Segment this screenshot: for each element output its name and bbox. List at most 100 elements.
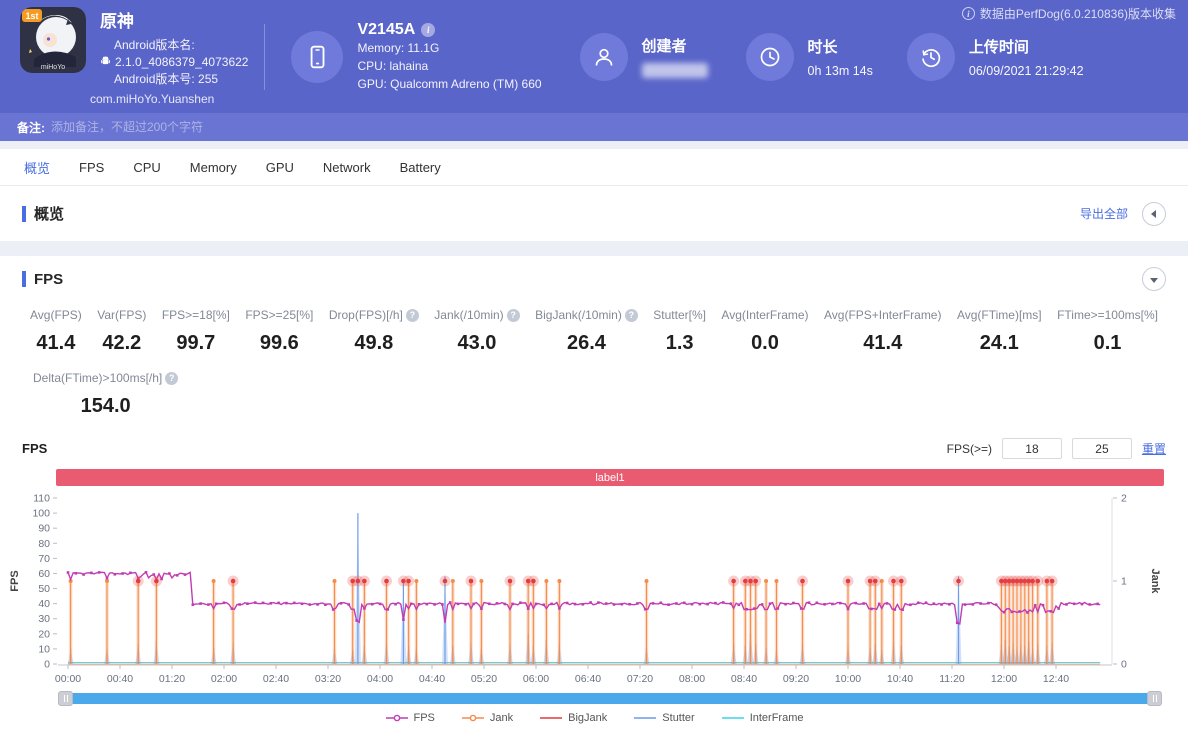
app-title: 原神 [100, 12, 134, 31]
upload-value: 06/09/2021 21:29:42 [968, 63, 1084, 78]
fps-threshold-input-2[interactable] [1071, 438, 1132, 459]
clock-icon [745, 32, 794, 81]
creator-block: 创建者 [579, 32, 708, 81]
legend-item-jank[interactable]: Jank [461, 712, 513, 724]
device-info-icon[interactable]: i [421, 22, 436, 37]
legend-marker-icon [385, 714, 408, 722]
info-icon: i [961, 7, 975, 20]
metric-label: BigJank(/10min) [535, 308, 622, 322]
metric: Avg(FTime)[ms] 24.1 [957, 308, 1042, 355]
tab-network[interactable]: Network [322, 159, 371, 175]
app-block: 1st miHoYo 原神 Android版本名: 2.1.0_4086379_… [20, 7, 248, 106]
app-version: 2.1.0_4086379_4073622 [115, 55, 249, 69]
metric-label: Delta(FTime)>100ms[/h] [33, 371, 163, 385]
metric: Var(FPS) 42.2 [97, 308, 146, 355]
reset-link[interactable]: 重置 [1141, 442, 1166, 456]
metric-label: Drop(FPS)[/h] [328, 308, 403, 322]
duration-label: 时长 [807, 38, 838, 56]
legend-marker-icon [540, 717, 563, 719]
svg-text:10: 10 [38, 643, 50, 655]
scrollbar-right-handle[interactable] [1147, 691, 1162, 706]
tab-概览[interactable]: 概览 [24, 160, 51, 176]
section-gap [0, 141, 1188, 149]
svg-text:110: 110 [33, 493, 50, 505]
metric-value: 99.7 [176, 332, 216, 354]
fps-chart[interactable]: 0 10 20 30 40 50 60 70 80 90 100 110 0 1 2 FPS Jank 00:00… [6, 492, 1166, 690]
history-clock-icon [906, 32, 955, 81]
help-icon[interactable]: ? [624, 308, 638, 322]
triangle-down-icon [1150, 277, 1158, 283]
svg-text:02:00: 02:00 [211, 673, 237, 685]
metric-value: 1.3 [665, 332, 694, 354]
user-icon [579, 32, 628, 81]
legend-item-stutter[interactable]: Stutter [633, 712, 695, 724]
svg-text:11:20: 11:20 [939, 673, 965, 685]
overview-title: 概览 [34, 206, 65, 223]
legend-item-fps[interactable]: FPS [385, 712, 435, 724]
help-icon[interactable]: ? [165, 371, 179, 385]
help-icon[interactable]: ? [506, 308, 520, 322]
phone-icon [291, 30, 344, 83]
svg-text:miHoYo: miHoYo [41, 64, 65, 71]
fps-metrics-row: Avg(FPS) 41.4 Var(FPS) 42.2 FPS>=18[%] 99.7 FP… [0, 302, 1188, 355]
android-icon [100, 54, 111, 71]
collapse-down-button[interactable] [1142, 267, 1166, 291]
svg-text:06:00: 06:00 [523, 673, 549, 685]
tab-gpu[interactable]: GPU [265, 159, 294, 175]
chart-legend: FPS Jank BigJank Stutter InterFrame [0, 712, 1188, 724]
device-cpu: CPU: lahaina [357, 58, 429, 73]
metric: Avg(InterFrame) 0.0 [721, 308, 808, 355]
metric-value: 41.4 [863, 332, 903, 354]
svg-text:2: 2 [1121, 493, 1127, 505]
tab-cpu[interactable]: CPU [133, 159, 161, 175]
legend-label: FPS [413, 712, 435, 724]
metric-label: Avg(FTime)[ms] [956, 308, 1042, 322]
svg-text:04:40: 04:40 [419, 673, 445, 685]
svg-text:00:00: 00:00 [55, 673, 81, 685]
metric-value: 24.1 [979, 332, 1019, 354]
fps-threshold-input-1[interactable] [1001, 438, 1062, 459]
remark-input[interactable] [51, 120, 471, 134]
scrollbar-left-handle[interactable] [58, 691, 73, 706]
tab-battery[interactable]: Battery [399, 159, 441, 175]
svg-text:40: 40 [38, 598, 50, 610]
svg-text:100: 100 [32, 508, 50, 520]
legend-item-bigjank[interactable]: BigJank [539, 712, 607, 724]
triangle-left-icon [1151, 209, 1156, 218]
legend-item-interframe[interactable]: InterFrame [721, 712, 804, 724]
metric-value: 99.6 [259, 332, 299, 354]
chart-scrollbar[interactable] [58, 691, 1162, 706]
tab-fps[interactable]: FPS [79, 159, 105, 175]
svg-text:60: 60 [38, 568, 50, 580]
device-block: V2145A i Memory: 11.1G CPU: lahaina GPU:… [291, 20, 542, 93]
svg-text:12:40: 12:40 [1043, 673, 1069, 685]
app-version-label: Android版本名: [114, 38, 195, 52]
upload-label: 上传时间 [968, 38, 1029, 56]
metric-label: FPS>=25[%] [245, 308, 314, 322]
chart-label-text: label1 [595, 471, 625, 484]
help-icon[interactable]: ? [405, 308, 419, 322]
svg-text:09:20: 09:20 [783, 673, 809, 685]
metric-label: FTime>=100ms[%] [1057, 308, 1158, 322]
export-all-link[interactable]: 导出全部 [1079, 207, 1128, 221]
app-build: Android版本号: 255 [114, 72, 219, 86]
metric-value: 26.4 [566, 332, 606, 354]
creator-name-blurred [641, 63, 708, 78]
metric-value: 0.1 [1093, 332, 1122, 354]
metric-value: 43.0 [457, 332, 497, 354]
metric-label: Avg(FPS) [30, 308, 82, 322]
metric: Stutter[%] 1.3 [653, 308, 706, 355]
legend-label: InterFrame [749, 712, 804, 724]
metric-value: 0.0 [751, 332, 779, 354]
device-model: V2145A [357, 20, 416, 38]
svg-text:01:20: 01:20 [159, 673, 185, 685]
collapse-left-button[interactable] [1142, 201, 1166, 226]
svg-text:80: 80 [38, 538, 50, 550]
overview-section-header: 概览 导出全部 [0, 186, 1188, 241]
metric: Drop(FPS)[/h]? 49.8 [329, 308, 419, 355]
svg-text:06:40: 06:40 [575, 673, 601, 685]
tab-memory[interactable]: Memory [189, 159, 237, 175]
svg-text:0: 0 [1121, 659, 1127, 671]
svg-text:08:00: 08:00 [679, 673, 705, 685]
device-gpu: GPU: Qualcomm Adreno (TM) 660 [357, 76, 542, 91]
